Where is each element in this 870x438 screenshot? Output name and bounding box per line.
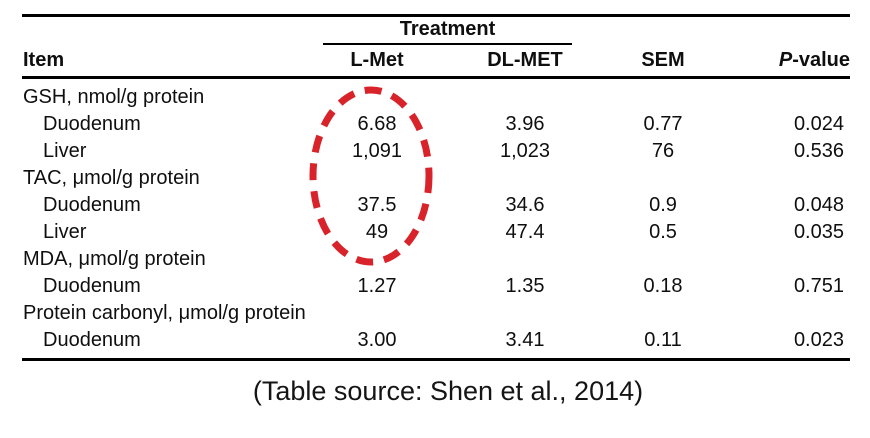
column-header-sem: SEM — [641, 49, 685, 71]
table-header-row: Item L-Met DL-MET SEM P-value — [22, 47, 850, 74]
row-item-label: Duodenum — [43, 113, 141, 135]
value-pvalue: 0.023 — [793, 329, 844, 351]
value-dlmet: 34.6 — [505, 194, 545, 216]
table-bottom-rule — [22, 358, 850, 361]
pvalue-italic-p: P — [778, 49, 793, 71]
row-item-label: Duodenum — [43, 329, 141, 351]
value-lmet: 37.5 — [357, 194, 397, 216]
row-item-label: Liver — [43, 221, 87, 243]
treatment-group-underline — [323, 43, 572, 45]
value-sem — [590, 165, 728, 192]
value-pvalue: 0.048 — [793, 194, 844, 216]
table-header-rule — [22, 76, 850, 79]
column-header-item: Item — [23, 49, 65, 71]
row-category-label: TAC, μmol/g protein — [23, 167, 200, 189]
value-sem — [590, 300, 728, 327]
value-pvalue — [728, 246, 850, 273]
value-dlmet — [442, 165, 590, 192]
value-dlmet — [442, 300, 590, 327]
value-lmet: 3.00 — [357, 329, 397, 351]
value-dlmet — [442, 246, 590, 273]
row-category-label: MDA, μmol/g protein — [23, 248, 206, 270]
row-item-label: Liver — [43, 140, 87, 162]
pvalue-rest: -value — [792, 49, 850, 71]
table-source-caption: (Table source: Shen et al., 2014) — [252, 376, 644, 406]
value-dlmet: 47.4 — [505, 221, 545, 243]
value-lmet — [312, 84, 442, 111]
data-table: Treatment Item L-Met DL-MET SEM P-value … — [22, 0, 850, 362]
value-lmet: 1.27 — [357, 275, 397, 297]
value-dlmet — [442, 84, 590, 111]
value-pvalue: 0.751 — [793, 275, 844, 297]
value-lmet: 1,091 — [351, 140, 403, 162]
row-category-label: Protein carbonyl, μmol/g protein — [23, 302, 306, 324]
value-dlmet: 3.96 — [505, 113, 545, 135]
value-lmet — [312, 246, 442, 273]
value-pvalue: 0.536 — [793, 140, 844, 162]
value-sem — [590, 246, 728, 273]
value-sem: 0.18 — [643, 275, 683, 297]
value-dlmet: 3.41 — [505, 329, 545, 351]
value-sem: 0.9 — [649, 194, 677, 216]
value-pvalue — [728, 84, 850, 111]
value-pvalue: 0.024 — [793, 113, 844, 135]
value-sem: 76 — [651, 140, 675, 162]
column-header-dlmet: DL-MET — [487, 49, 563, 71]
value-dlmet: 1,023 — [499, 140, 551, 162]
treatment-group-header: Treatment — [399, 18, 496, 40]
value-lmet — [312, 300, 442, 327]
value-lmet: 49 — [365, 221, 389, 243]
value-pvalue — [728, 165, 850, 192]
column-header-pvalue: P-value — [728, 47, 850, 74]
table-top-rule — [22, 14, 850, 17]
value-sem — [590, 84, 728, 111]
value-sem: 0.5 — [649, 221, 677, 243]
value-lmet — [312, 165, 442, 192]
value-pvalue: 0.035 — [793, 221, 844, 243]
value-sem: 0.11 — [644, 329, 682, 351]
value-sem: 0.77 — [643, 113, 683, 135]
value-lmet: 6.68 — [357, 113, 397, 135]
table-body: GSH, nmol/g protein Duodenum 6.68 3.96 0.77 0… — [22, 84, 850, 354]
row-item-label: Duodenum — [43, 275, 141, 297]
value-dlmet: 1.35 — [505, 275, 545, 297]
row-item-label: Duodenum — [43, 194, 141, 216]
column-header-lmet: L-Met — [350, 49, 404, 71]
value-pvalue — [728, 300, 850, 327]
row-category-label: GSH, nmol/g protein — [23, 86, 205, 108]
